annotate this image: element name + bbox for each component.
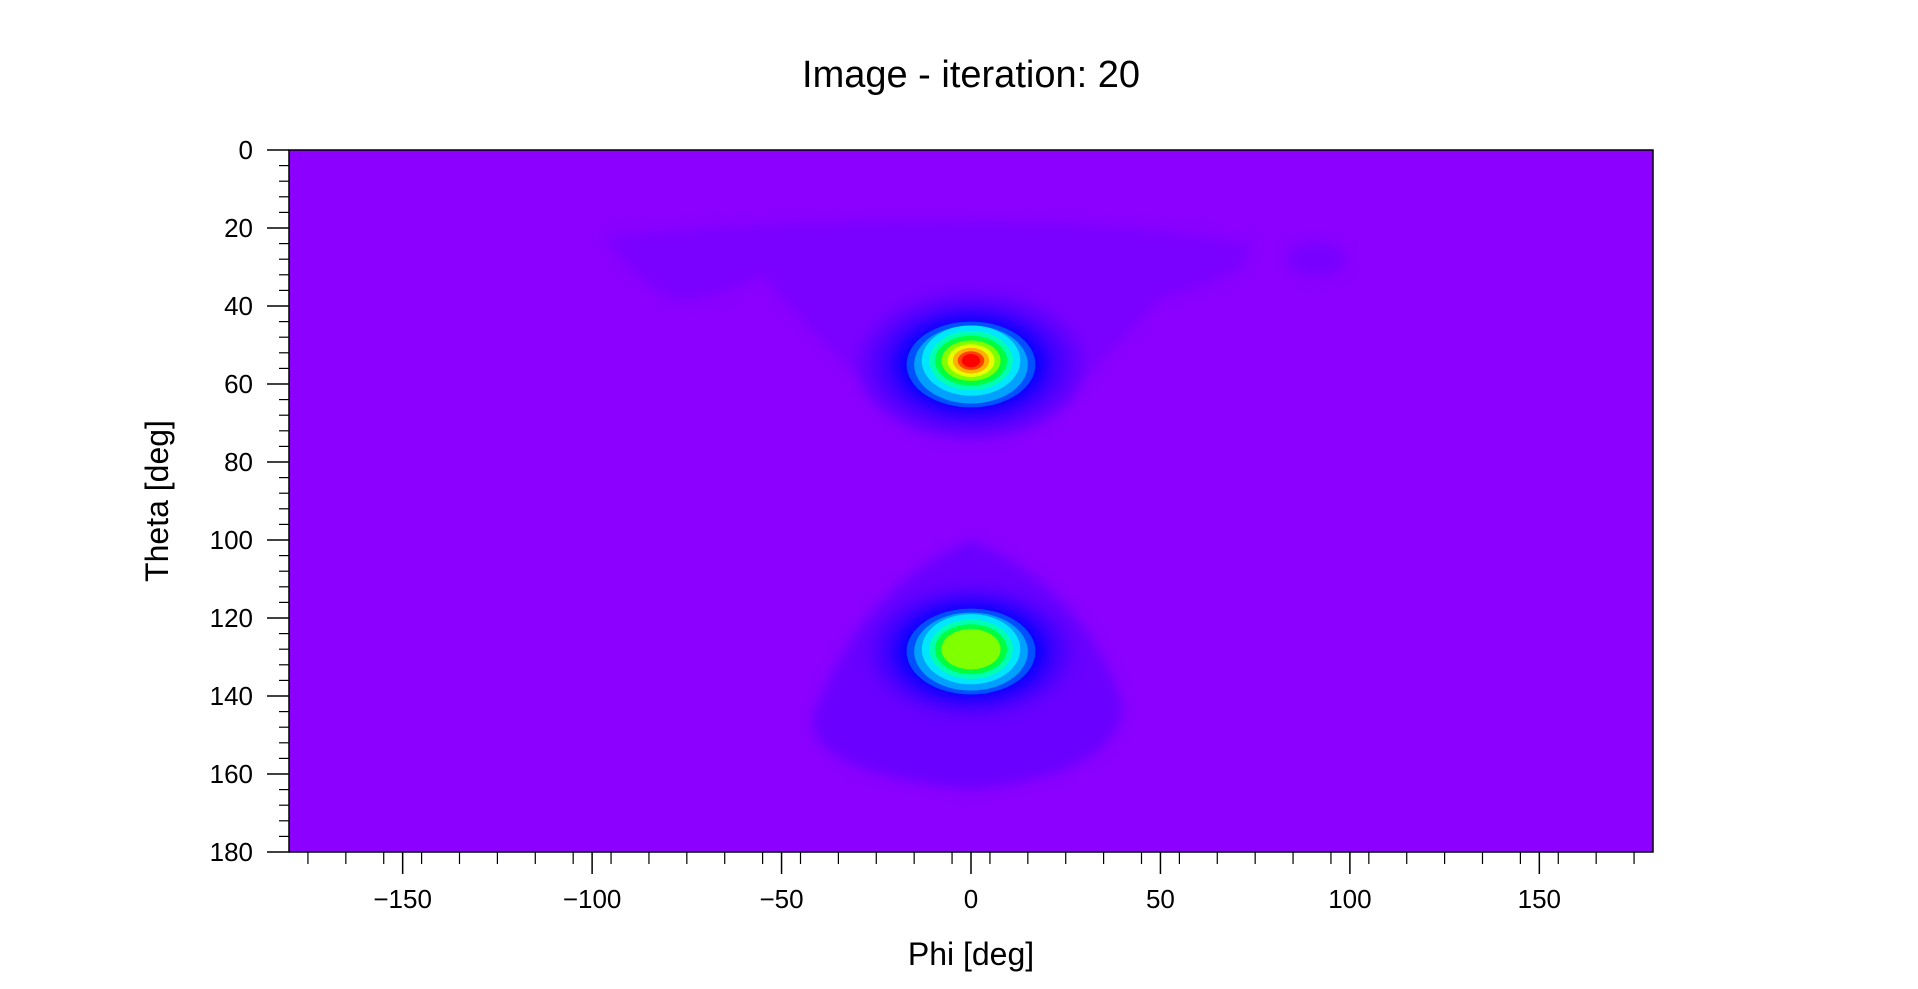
- x-axis: −150 −100 −50 0 50 100 150: [307, 852, 1635, 914]
- y-tick-label: 0: [239, 135, 253, 165]
- y-tick-label: 140: [210, 681, 253, 711]
- chart-title: Image - iteration: 20: [802, 54, 1140, 96]
- y-tick-label: 60: [224, 369, 253, 399]
- x-axis-label: Phi [deg]: [908, 936, 1034, 972]
- heat-peak-1: [906, 321, 1036, 408]
- y-tick-label: 40: [224, 291, 253, 321]
- heatmap-layer: [603, 219, 1347, 790]
- y-tick-label: 20: [224, 213, 253, 243]
- y-axis-label: Theta [deg]: [139, 420, 175, 582]
- y-tick-label: 160: [210, 759, 253, 789]
- x-tick-label: −50: [760, 884, 804, 914]
- x-tick-label: −150: [373, 884, 432, 914]
- x-tick-label: 50: [1146, 884, 1175, 914]
- y-tick-label: 80: [224, 447, 253, 477]
- x-tick-label: 0: [964, 884, 978, 914]
- heat-peak-2: [906, 608, 1036, 695]
- x-tick-label: 100: [1328, 884, 1371, 914]
- heat-contour-band: [941, 628, 1001, 670]
- x-tick-label: −100: [563, 884, 622, 914]
- x-tick-label: 150: [1518, 884, 1561, 914]
- y-axis: 0 20 40 60 80 100 120 140 160 180: [210, 135, 289, 867]
- heat-contour-band: [961, 353, 981, 368]
- y-tick-label: 180: [210, 837, 253, 867]
- y-tick-label: 100: [210, 525, 253, 555]
- y-tick-label: 120: [210, 603, 253, 633]
- heat-band-wing-right: [1285, 241, 1347, 277]
- plot-area: [288, 149, 1654, 853]
